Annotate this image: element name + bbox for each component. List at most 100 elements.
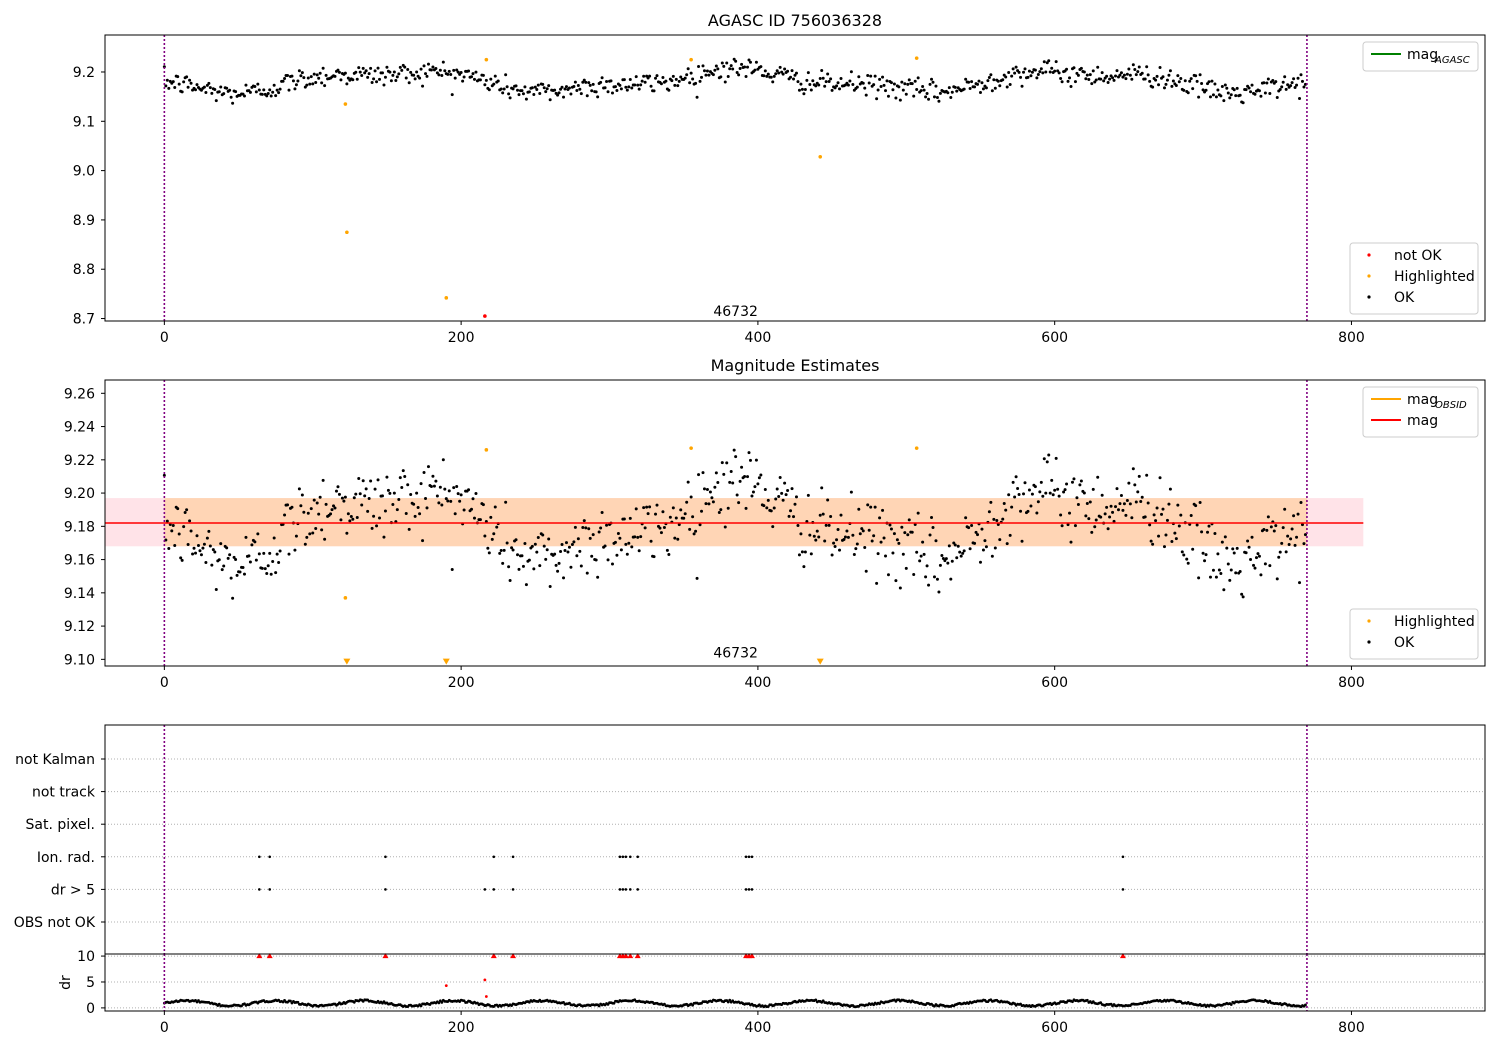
- ok-point: [165, 78, 169, 82]
- ok-point: [665, 548, 669, 552]
- ok-point: [737, 73, 741, 77]
- ok-point: [562, 576, 566, 580]
- ok-point: [403, 65, 407, 69]
- ok-point: [606, 90, 610, 94]
- ok-point: [683, 512, 687, 516]
- dr-clipped-marker: [1119, 953, 1126, 959]
- highlighted-offscale-marker: [343, 658, 351, 665]
- ok-point: [886, 573, 890, 577]
- ok-point: [416, 505, 420, 509]
- ok-point: [576, 537, 580, 541]
- ok-point: [191, 552, 195, 556]
- ok-point: [676, 537, 680, 541]
- ok-point: [210, 91, 214, 95]
- ok-point: [824, 523, 828, 527]
- ok-point: [867, 528, 871, 532]
- ok-point: [708, 490, 712, 494]
- ok-point: [253, 84, 257, 88]
- ok-point: [906, 82, 910, 86]
- ok-point: [1226, 562, 1230, 566]
- flag-event-marker: [268, 855, 272, 859]
- flag-row-label: Ion. rad.: [37, 850, 95, 866]
- ok-point: [846, 83, 850, 87]
- ok-point: [458, 499, 462, 503]
- ok-point: [195, 534, 199, 538]
- ok-point: [591, 533, 595, 537]
- ok-point: [876, 88, 880, 92]
- ok-point: [1241, 595, 1245, 599]
- ok-point: [346, 76, 350, 80]
- ok-point: [1195, 523, 1199, 527]
- ok-point: [314, 80, 318, 84]
- ok-point: [1225, 546, 1229, 550]
- ok-point: [1293, 86, 1297, 90]
- ok-point: [1250, 535, 1254, 539]
- ok-point: [569, 565, 573, 569]
- ok-point: [1020, 84, 1024, 88]
- ok-point: [208, 86, 212, 90]
- ok-point: [508, 96, 512, 100]
- ok-point: [928, 533, 932, 537]
- ok-point: [987, 510, 991, 514]
- ok-point: [441, 60, 445, 64]
- ok-point: [1210, 79, 1214, 83]
- ok-point: [182, 80, 186, 84]
- ok-point: [980, 527, 984, 531]
- y-tick-label: 9.12: [64, 619, 95, 635]
- ok-point: [474, 492, 478, 496]
- ok-point: [489, 77, 493, 81]
- ok-point: [1266, 77, 1270, 81]
- ok-point: [1231, 547, 1235, 551]
- ok-point: [1296, 512, 1300, 516]
- ok-point: [1082, 491, 1086, 495]
- ok-point: [242, 94, 246, 98]
- ok-point: [803, 550, 807, 554]
- ok-point: [542, 544, 546, 548]
- ok-point: [596, 575, 600, 579]
- axes-frame: [104, 379, 1486, 667]
- ok-point: [1265, 81, 1269, 85]
- ok-point: [998, 84, 1002, 88]
- ok-point: [536, 83, 540, 87]
- ok-point: [605, 523, 609, 527]
- ok-point: [332, 504, 336, 508]
- ok-point: [658, 526, 662, 530]
- ok-point: [1292, 77, 1296, 81]
- ok-point: [889, 527, 893, 531]
- ok-point: [572, 84, 576, 88]
- ok-point: [1053, 488, 1057, 492]
- ok-point: [588, 536, 592, 540]
- ok-point: [547, 537, 551, 541]
- ok-point: [872, 83, 876, 87]
- ok-point: [1118, 73, 1122, 77]
- ok-point: [1278, 88, 1282, 92]
- ok-point: [591, 82, 595, 86]
- ok-point: [989, 73, 993, 77]
- ok-point: [805, 78, 809, 82]
- ok-point: [976, 82, 980, 86]
- ok-point: [219, 85, 223, 89]
- flag-event-marker: [483, 888, 487, 891]
- ok-point: [1050, 478, 1054, 482]
- ok-point: [505, 85, 509, 89]
- x-tick-label: 400: [745, 330, 772, 346]
- ok-point: [1148, 79, 1152, 83]
- ok-point: [369, 479, 373, 483]
- y-tick-label: 9.0: [73, 164, 95, 180]
- flag-event-marker: [1121, 888, 1125, 891]
- ok-point: [1226, 91, 1230, 95]
- flag-event-marker: [624, 855, 628, 859]
- ok-point: [392, 491, 396, 495]
- ok-point: [440, 503, 444, 507]
- ok-point: [723, 525, 727, 529]
- ok-point: [1183, 79, 1187, 83]
- ok-point: [505, 541, 509, 545]
- ok-point: [662, 526, 666, 530]
- dr-clipped-marker: [490, 953, 497, 959]
- ok-point: [1168, 487, 1172, 491]
- ok-point: [1201, 551, 1205, 555]
- ok-point: [563, 548, 567, 552]
- ok-point: [1157, 534, 1161, 538]
- ok-point: [188, 78, 192, 82]
- ok-point: [171, 80, 175, 84]
